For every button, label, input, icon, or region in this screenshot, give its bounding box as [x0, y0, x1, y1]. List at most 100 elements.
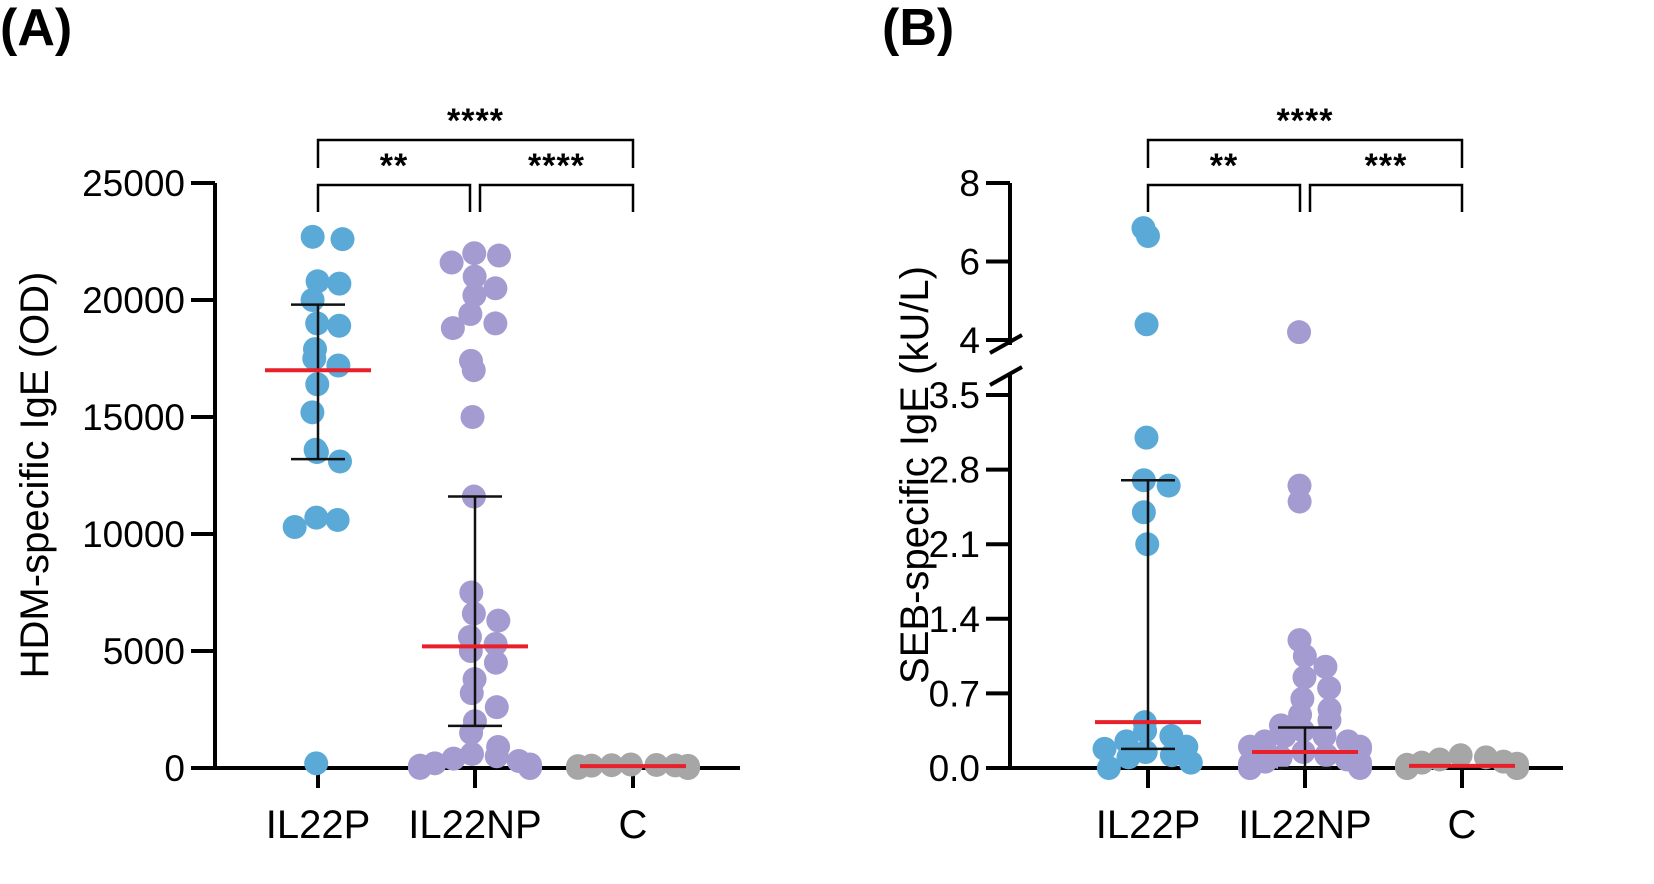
y-tick-label: 1.4: [929, 599, 980, 640]
data-point: [1134, 425, 1159, 450]
data-point: [484, 695, 509, 720]
data-point: [1313, 654, 1338, 679]
y-tick-label: 0.7: [929, 673, 980, 714]
data-point: [1238, 756, 1262, 780]
x-tick-label: IL22NP: [1238, 803, 1371, 847]
significance-label: ****: [528, 147, 585, 185]
data-point: [676, 756, 700, 780]
data-point: [459, 720, 484, 745]
data-point: [300, 224, 325, 249]
data-point: [461, 358, 486, 383]
data-point: [483, 311, 508, 336]
y-tick-label: 2.8: [929, 450, 980, 491]
significance-label: ***: [1365, 147, 1408, 185]
data-point: [1287, 489, 1312, 514]
axis-break-mark: [989, 333, 1023, 355]
y-tick-label: 5000: [103, 631, 185, 672]
data-point: [483, 650, 508, 675]
data-point: [1116, 745, 1141, 770]
significance-bracket: [1146, 183, 1302, 212]
data-point: [325, 507, 350, 532]
significance-bracket: [316, 138, 635, 168]
data-point: [439, 250, 464, 275]
y-tick-label: 10000: [82, 514, 185, 555]
data-point: [282, 514, 307, 539]
significance-bracket: [1146, 138, 1464, 168]
data-point: [518, 756, 542, 780]
data-point: [459, 741, 484, 766]
x-tick-label: IL22P: [1096, 803, 1201, 847]
significance-label: ****: [1277, 102, 1334, 140]
y-tick-label: 25000: [82, 163, 185, 204]
data-point: [462, 264, 487, 289]
panel-b: (B) SEB-specific IgE (kU/L) 0.0 0.7 1.4 2.1 2.…: [882, 0, 1563, 847]
panel-label: (A): [0, 0, 72, 57]
data-point: [460, 405, 485, 429]
data-point: [441, 746, 466, 771]
data-point: [566, 755, 590, 780]
data-point: [458, 639, 483, 663]
significance-label: **: [380, 147, 408, 185]
data-point: [1505, 756, 1529, 780]
data-point: [327, 271, 352, 296]
y-tick-label: 15000: [82, 397, 185, 438]
x-tick-label: C: [619, 803, 648, 847]
data-point: [408, 755, 432, 780]
data-point: [1135, 223, 1160, 248]
y-tick-label: 20000: [82, 280, 185, 321]
data-point: [1317, 676, 1342, 701]
y-axis-title: HDM-specific IgE (OD): [13, 272, 57, 679]
data-point: [1292, 665, 1317, 690]
y-tick-label: 0.0: [929, 748, 980, 789]
data-point: [304, 505, 329, 530]
x-tick-label: IL22NP: [408, 803, 541, 847]
data-point: [1448, 743, 1473, 768]
y-tick-label: 8: [959, 163, 980, 204]
y-tick-label: 6: [959, 242, 980, 283]
data-point: [302, 346, 327, 371]
data-point: [1348, 756, 1372, 780]
data-point: [459, 580, 484, 605]
data-point: [305, 269, 330, 294]
x-tick-label: C: [1448, 803, 1477, 847]
data-point: [1292, 644, 1317, 669]
panel-a: (A) HDM-specific IgE (OD) 0 5000 10000 15000 2…: [0, 0, 740, 847]
y-axis-title: SEB-specific IgE (kU/L): [893, 266, 937, 684]
significance-label: ****: [447, 102, 504, 140]
data-point: [1272, 724, 1297, 749]
data-point: [1314, 743, 1339, 768]
data-point: [1290, 718, 1315, 743]
data-point: [330, 227, 355, 252]
data-point: [1312, 724, 1337, 749]
y-tick-label: 4: [959, 320, 980, 361]
data-point: [300, 288, 325, 312]
data-point: [440, 316, 465, 341]
data-point: [486, 243, 511, 268]
y-tick-label: 0: [164, 748, 185, 789]
data-point: [1178, 750, 1203, 775]
data-point: [326, 353, 351, 378]
data-point: [484, 744, 509, 769]
y-tick-label: 3.5: [929, 375, 980, 416]
data-point: [458, 302, 483, 327]
panel-label: (B): [882, 0, 954, 57]
y-tick-label: 2.1: [929, 524, 980, 565]
significance-label: **: [1210, 147, 1238, 185]
data-point: [462, 241, 487, 266]
significance-bracket: [316, 183, 472, 212]
data-point: [1395, 756, 1419, 780]
data-point: [1134, 312, 1159, 337]
data-point: [304, 751, 329, 776]
data-point: [1156, 473, 1181, 498]
significance-bracket: [478, 183, 635, 212]
data-point: [1131, 500, 1156, 525]
data-point: [1133, 718, 1158, 743]
axis-break-mark: [989, 365, 1023, 387]
significance-bracket: [1308, 183, 1464, 212]
data-point: [327, 449, 352, 474]
data-point: [459, 681, 484, 706]
data-point: [486, 608, 511, 633]
data-point: [1092, 736, 1117, 761]
data-point: [1096, 756, 1121, 780]
